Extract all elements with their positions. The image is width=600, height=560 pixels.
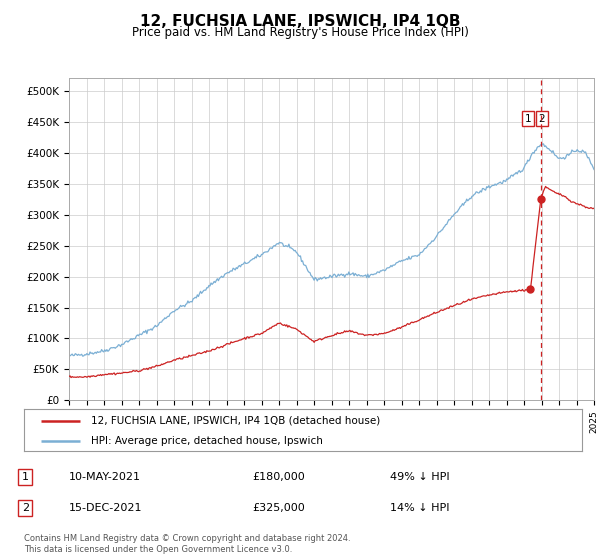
Text: Contains HM Land Registry data © Crown copyright and database right 2024.: Contains HM Land Registry data © Crown c… — [24, 534, 350, 543]
Text: 14% ↓ HPI: 14% ↓ HPI — [390, 503, 449, 513]
Text: 1: 1 — [524, 114, 531, 124]
Text: 12, FUCHSIA LANE, IPSWICH, IP4 1QB (detached house): 12, FUCHSIA LANE, IPSWICH, IP4 1QB (deta… — [91, 416, 380, 426]
Text: £325,000: £325,000 — [252, 503, 305, 513]
Text: HPI: Average price, detached house, Ipswich: HPI: Average price, detached house, Ipsw… — [91, 436, 323, 446]
Text: 12, FUCHSIA LANE, IPSWICH, IP4 1QB: 12, FUCHSIA LANE, IPSWICH, IP4 1QB — [140, 14, 460, 29]
Text: 2: 2 — [538, 114, 545, 124]
Text: 1: 1 — [22, 472, 29, 482]
Text: 10-MAY-2021: 10-MAY-2021 — [69, 472, 141, 482]
Text: 49% ↓ HPI: 49% ↓ HPI — [390, 472, 449, 482]
Text: 15-DEC-2021: 15-DEC-2021 — [69, 503, 143, 513]
Text: Price paid vs. HM Land Registry's House Price Index (HPI): Price paid vs. HM Land Registry's House … — [131, 26, 469, 39]
Text: £180,000: £180,000 — [252, 472, 305, 482]
Text: This data is licensed under the Open Government Licence v3.0.: This data is licensed under the Open Gov… — [24, 545, 292, 554]
Text: 2: 2 — [22, 503, 29, 513]
